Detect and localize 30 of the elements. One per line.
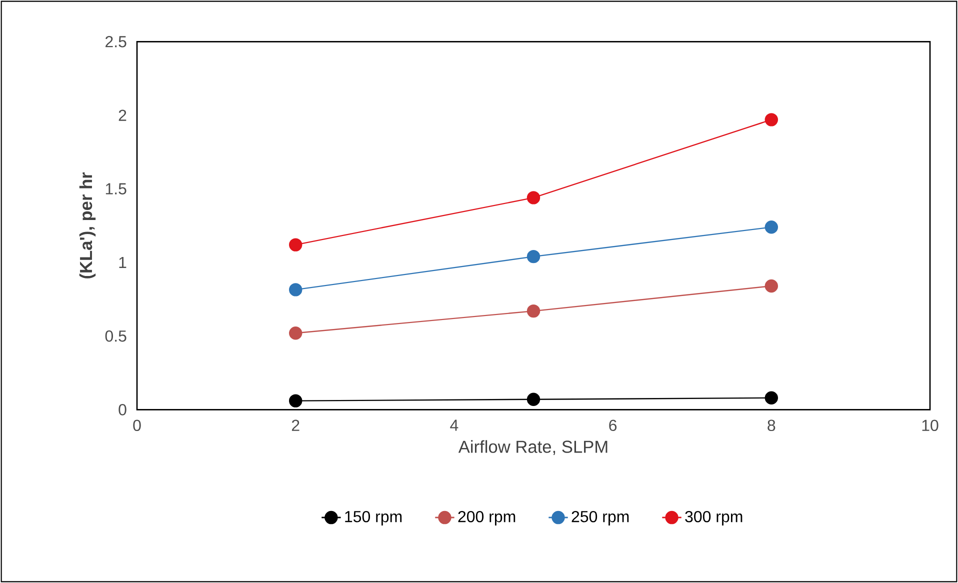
y-tick-label: 2.5 — [106, 36, 126, 48]
legend-label: 200 rpm — [458, 510, 516, 526]
legend-label: 300 rpm — [685, 510, 742, 526]
y-tick-label: 0.5 — [105, 330, 126, 342]
point — [289, 326, 302, 340]
y-axis-title: (KLa'), per hr — [79, 172, 96, 278]
y-tick-label: 1.5 — [106, 183, 126, 194]
legend-label: 150 rpm — [345, 510, 402, 526]
point — [764, 391, 778, 404]
point — [289, 238, 302, 252]
x-tick-label: 2 — [292, 420, 300, 431]
point — [526, 304, 540, 318]
y-tick-label: 2 — [118, 110, 126, 121]
point — [526, 250, 540, 264]
point — [764, 279, 778, 293]
point — [764, 113, 778, 126]
y-tick-label: 0 — [118, 404, 126, 416]
x-tick-label: 10 — [922, 420, 938, 432]
x-tick-label: 8 — [768, 420, 776, 432]
point — [526, 191, 540, 204]
point — [526, 392, 540, 406]
x-tick-label: 4 — [450, 420, 458, 431]
legend-label: 250 rpm — [572, 510, 629, 526]
y-tick-label: 1 — [119, 256, 126, 268]
point — [289, 283, 302, 296]
x-tick-label: 0 — [133, 420, 141, 432]
x-tick-label: 6 — [609, 420, 617, 432]
point — [764, 220, 778, 234]
point — [289, 394, 302, 408]
x-axis-title: Airflow Rate, SLPM — [458, 440, 608, 455]
